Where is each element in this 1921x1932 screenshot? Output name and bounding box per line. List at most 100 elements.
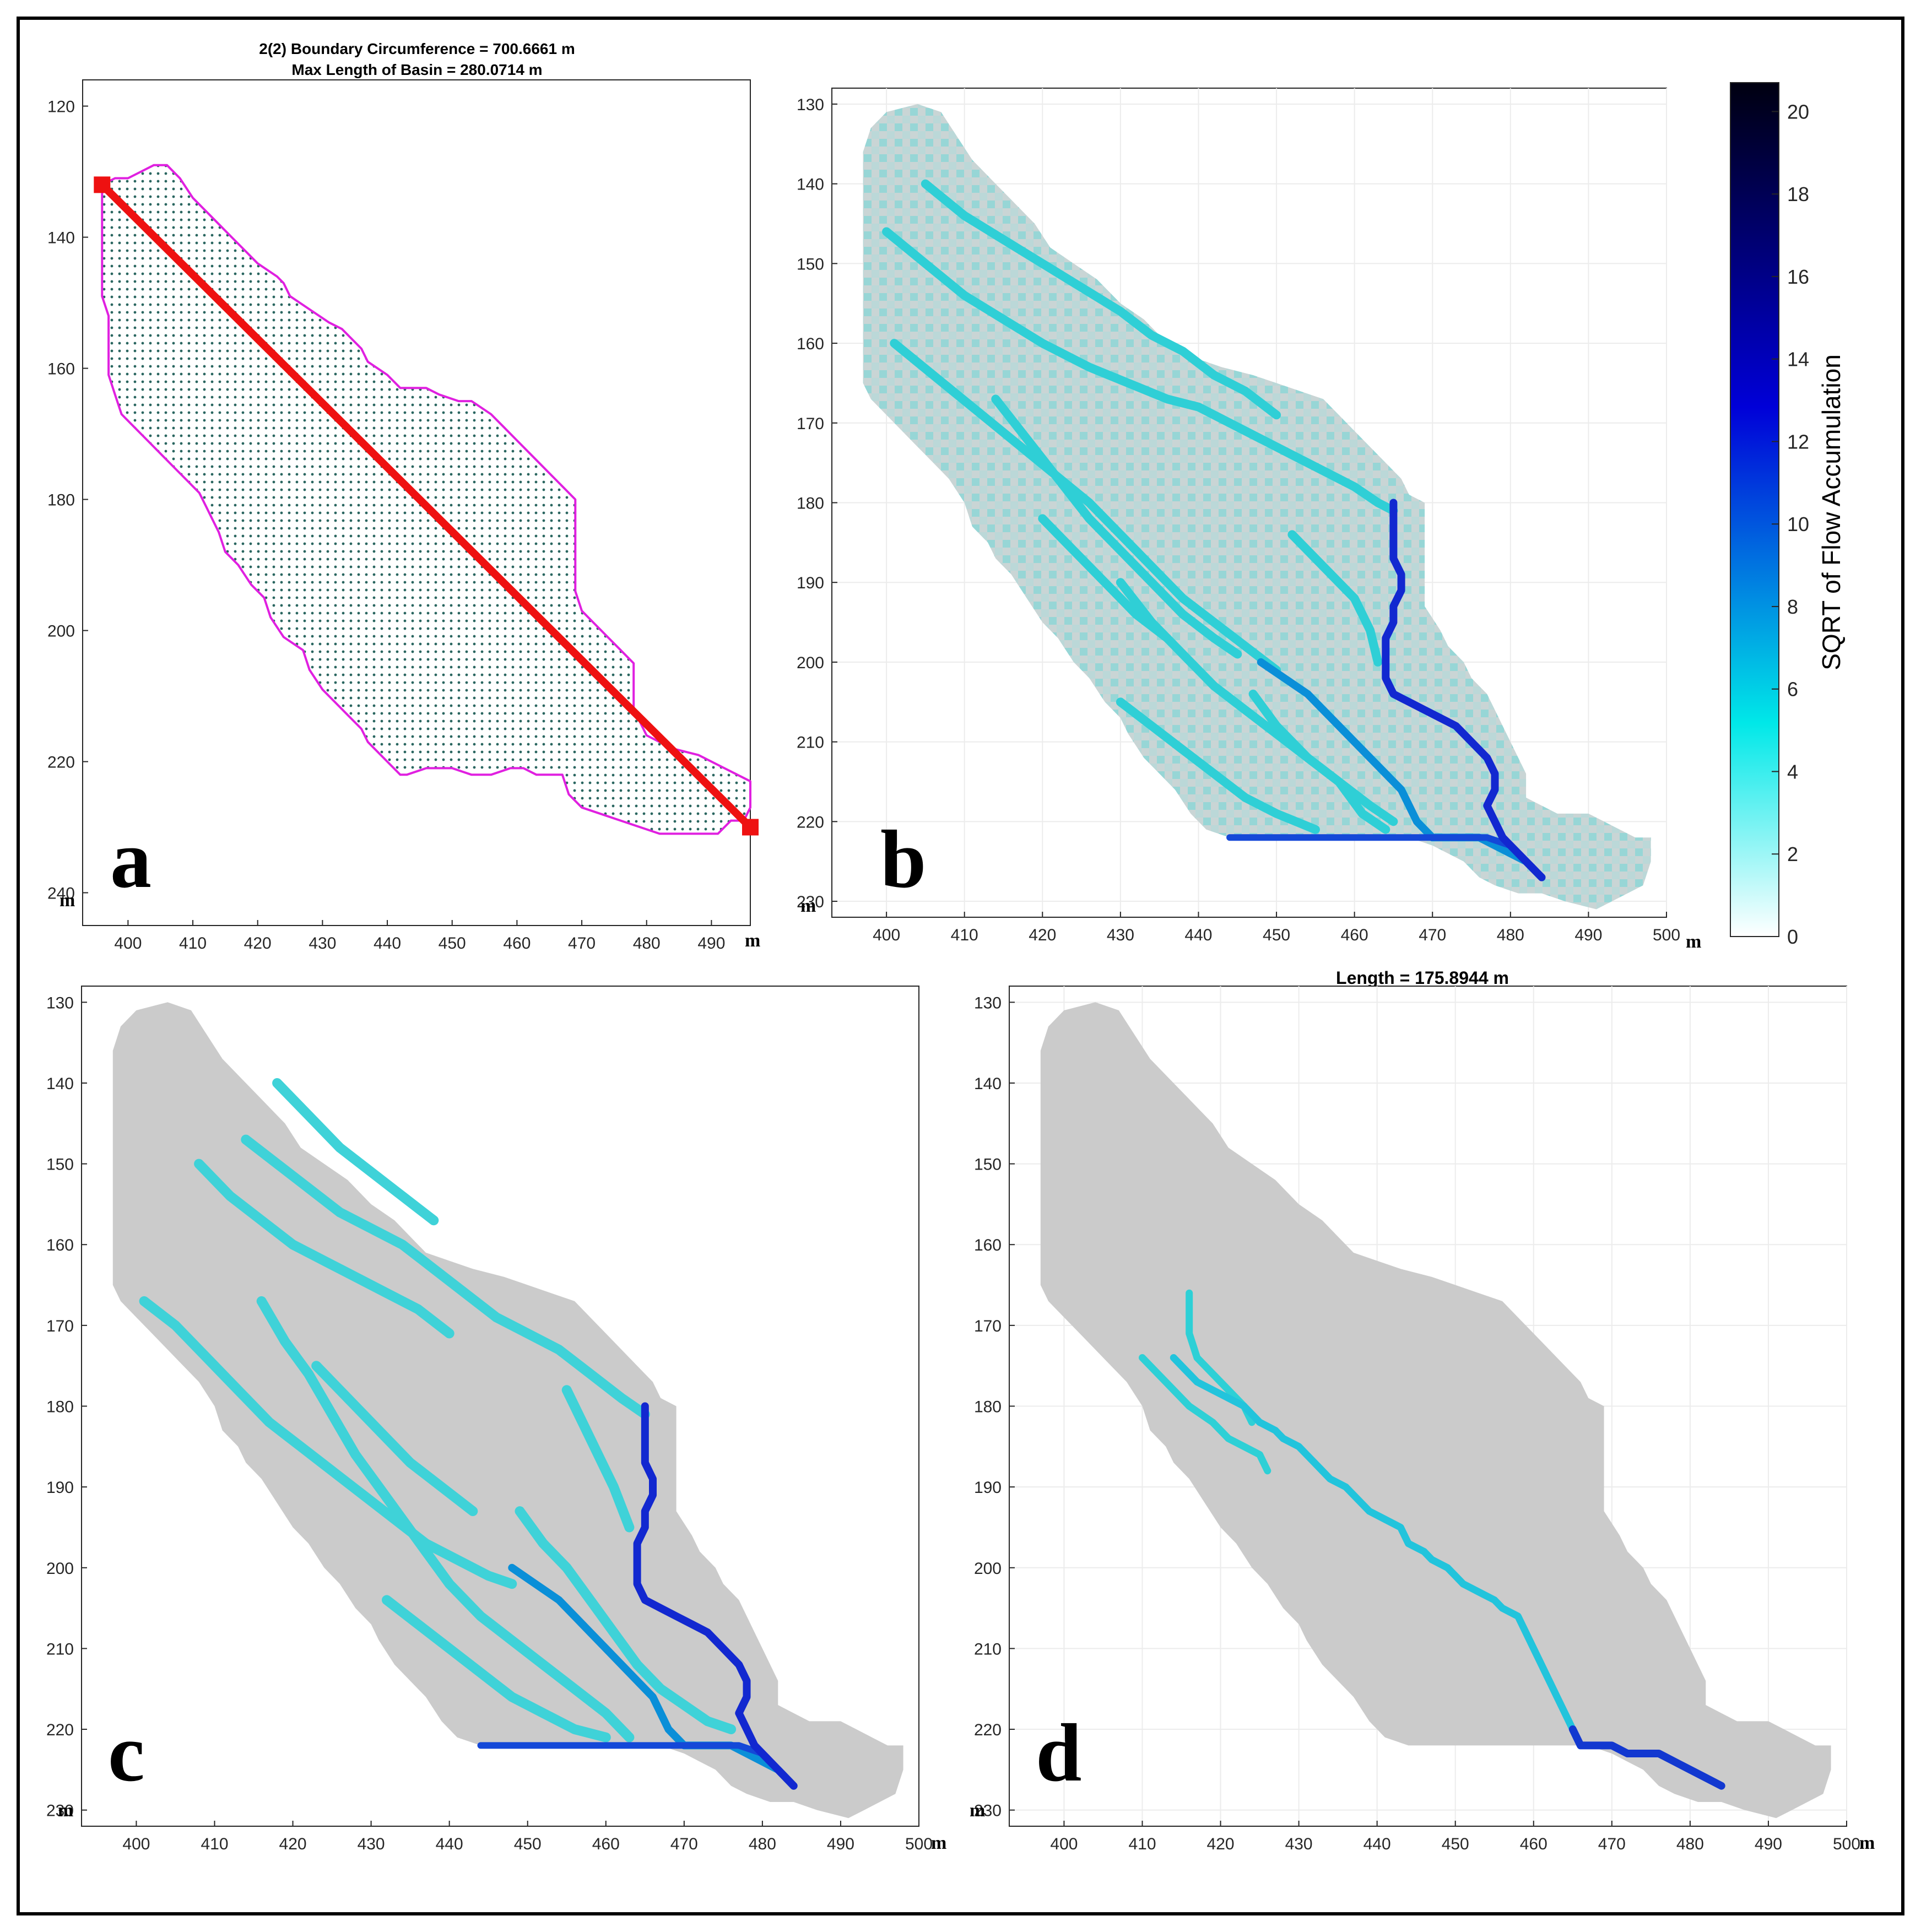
panel-a: 2(2) Boundary Circumference = 700.6661 m… [47, 40, 760, 953]
panel-d-lower-path [1568, 1725, 1725, 1790]
panel-a-y-tick-label: 180 [47, 491, 75, 510]
panel-b-y-tick-label: 230 [797, 893, 824, 911]
panel-d-basin [1040, 1002, 1831, 1819]
panel-c-tributary [241, 1134, 650, 1420]
colorbar-tick-label: 2 [1787, 843, 1798, 865]
panel-d-x-tick-label: 450 [1442, 1835, 1469, 1853]
panel-b-x-tick-label: 480 [1497, 926, 1524, 944]
colorbar-label: SQRT of Flow Accumulation [1817, 354, 1846, 670]
panel-b-y-unit: m [800, 896, 816, 916]
panel-b-y-tick-label: 130 [797, 96, 824, 114]
panel-c-x-tick-label: 470 [670, 1835, 698, 1853]
panel-b-y-tick-label: 170 [797, 415, 824, 433]
panel-c-ticks: 400 410 420 430 440 450 460 470 480 490 500 130 140 1… [46, 994, 933, 1853]
panel-b-y-tick-label: 190 [797, 574, 824, 592]
panel-d-y-unit: m [970, 1800, 985, 1821]
panel-b-x-tick-label: 420 [1029, 926, 1056, 944]
colorbar-tick-label: 4 [1787, 760, 1798, 783]
panel-c-tributary [561, 1385, 635, 1533]
panel-c-x-tick-label: 500 [905, 1835, 933, 1853]
panel-d-y-tick-label: 150 [974, 1156, 1002, 1174]
panel-c-x-tick-label: 490 [827, 1835, 854, 1853]
panel-d-title: Length = 175.8944 m [1336, 968, 1509, 988]
panel-b-tributaries [882, 179, 1398, 834]
panel-c-tributary [194, 1159, 454, 1339]
panel-d-y-tick-label: 130 [974, 994, 1002, 1012]
panel-b-x-tick-label: 430 [1107, 926, 1134, 944]
panel-b-lower-channel [1226, 834, 1514, 849]
panel-b-x-tick-label: 470 [1419, 926, 1446, 944]
panel-c-x-tick-label: 400 [122, 1835, 150, 1853]
panel-d-x-tick-label: 500 [1833, 1835, 1860, 1853]
panel-d-y-tick-label: 210 [974, 1640, 1002, 1658]
panel-c-x-tick-label: 410 [201, 1835, 228, 1853]
colorbar-tick-label: 16 [1787, 266, 1809, 288]
panel-b-main-channel [1257, 658, 1546, 881]
panel-d-y-tick-label: 170 [974, 1317, 1002, 1335]
panel-d-longest-flow-path [1139, 1289, 1725, 1790]
panel-c: 400 410 420 430 440 450 460 470 480 490 500 130 140 1… [46, 986, 946, 1853]
panel-b-main-channels [1226, 499, 1546, 881]
panel-b-y-tick-label: 160 [797, 335, 824, 353]
panel-c-x-tick-label: 420 [279, 1835, 307, 1853]
panel-b-trunk-channel [1382, 499, 1546, 881]
panel-c-x-tick-label: 460 [592, 1835, 620, 1853]
panel-c-y-tick-label: 180 [46, 1398, 74, 1416]
panel-d-x-tick-label: 430 [1285, 1835, 1313, 1853]
panel-a-ticks: 400 410 420 430 440 450 460 470 480 490 120 140 160 1… [47, 98, 725, 953]
panel-b-x-tick-label: 410 [951, 926, 978, 944]
panel-b: 400 410 420 430 440 450 460 470 480 490 500 130 140 1… [797, 88, 1701, 952]
colorbar-tick-label: 8 [1787, 596, 1798, 618]
panel-d-x-tick-label: 420 [1207, 1835, 1235, 1853]
panel-b-tributary [1038, 514, 1172, 643]
panel-b-y-tick-label: 150 [797, 255, 824, 273]
panel-a-x-tick-label: 470 [568, 934, 596, 953]
panel-a-x-tick-label: 450 [439, 934, 466, 953]
colorbar-tick-label: 6 [1787, 678, 1798, 701]
panel-c-x-unit: m [931, 1833, 946, 1853]
panel-c-tributary [382, 1595, 611, 1742]
panel-a-x-tick-label: 440 [374, 934, 401, 953]
panel-a-max-length-line [99, 182, 753, 830]
panel-a-x-tick-label: 460 [503, 934, 531, 953]
panel-b-x-tick-label: 500 [1653, 926, 1680, 944]
panel-d-x-tick-label: 410 [1128, 1835, 1156, 1853]
panel-c-x-tick-label: 450 [514, 1835, 542, 1853]
panel-d-x-tick-label: 460 [1520, 1835, 1547, 1853]
panel-d-y-tick-label: 200 [974, 1560, 1002, 1578]
panel-a-y-tick-label: 240 [47, 885, 75, 903]
panel-d-y-tick-label: 190 [974, 1479, 1002, 1497]
panel-a-y-unit: m [59, 890, 75, 911]
panel-c-main-channel [508, 1563, 798, 1790]
panel-c-y-tick-label: 230 [46, 1802, 74, 1820]
panel-b-tributary [991, 394, 1242, 659]
panel-b-x-tick-label: 440 [1184, 926, 1212, 944]
panel-a-y-tick-label: 120 [47, 98, 75, 116]
panel-c-main-channels [477, 1402, 798, 1790]
panel-a-y-tick-label: 220 [47, 754, 75, 772]
panel-c-y-tick-label: 200 [46, 1560, 74, 1578]
panel-b-y-tick-label: 210 [797, 734, 824, 752]
panel-a-x-tick-label: 430 [309, 934, 336, 953]
panel-d-label: d [1036, 1707, 1081, 1799]
panel-b-x-tick-label: 400 [873, 926, 900, 944]
panel-c-trunk-channel [633, 1402, 798, 1790]
panel-c-x-tick-label: 430 [358, 1835, 385, 1853]
panel-b-tributary [921, 179, 1281, 420]
colorbar-gradient [1730, 82, 1779, 937]
colorbar-tick-label: 12 [1787, 430, 1809, 453]
panel-a-x-tick-label: 490 [697, 934, 725, 953]
figure-frame [17, 17, 1904, 1915]
panel-c-y-tick-label: 160 [46, 1236, 74, 1254]
panel-c-x-tick-label: 440 [436, 1835, 463, 1853]
panel-a-label: a [110, 814, 151, 905]
panel-c-basin [112, 1002, 903, 1819]
panel-b-y-tick-label: 220 [797, 813, 824, 831]
panel-d: Length = 175.8944 m 400 410 420 430 440 450 46… [970, 968, 1875, 1853]
colorbar-tick-label: 0 [1787, 926, 1798, 948]
panel-d-x-tick-label: 440 [1363, 1835, 1391, 1853]
panel-b-y-tick-label: 200 [797, 654, 824, 672]
panel-c-y-tick-label: 130 [46, 994, 74, 1012]
colorbar: 0 2 4 6 8 10 12 14 16 18 20 SQRT of Flow Accumulat… [1730, 82, 1846, 948]
colorbar-tick-label: 20 [1787, 100, 1809, 123]
